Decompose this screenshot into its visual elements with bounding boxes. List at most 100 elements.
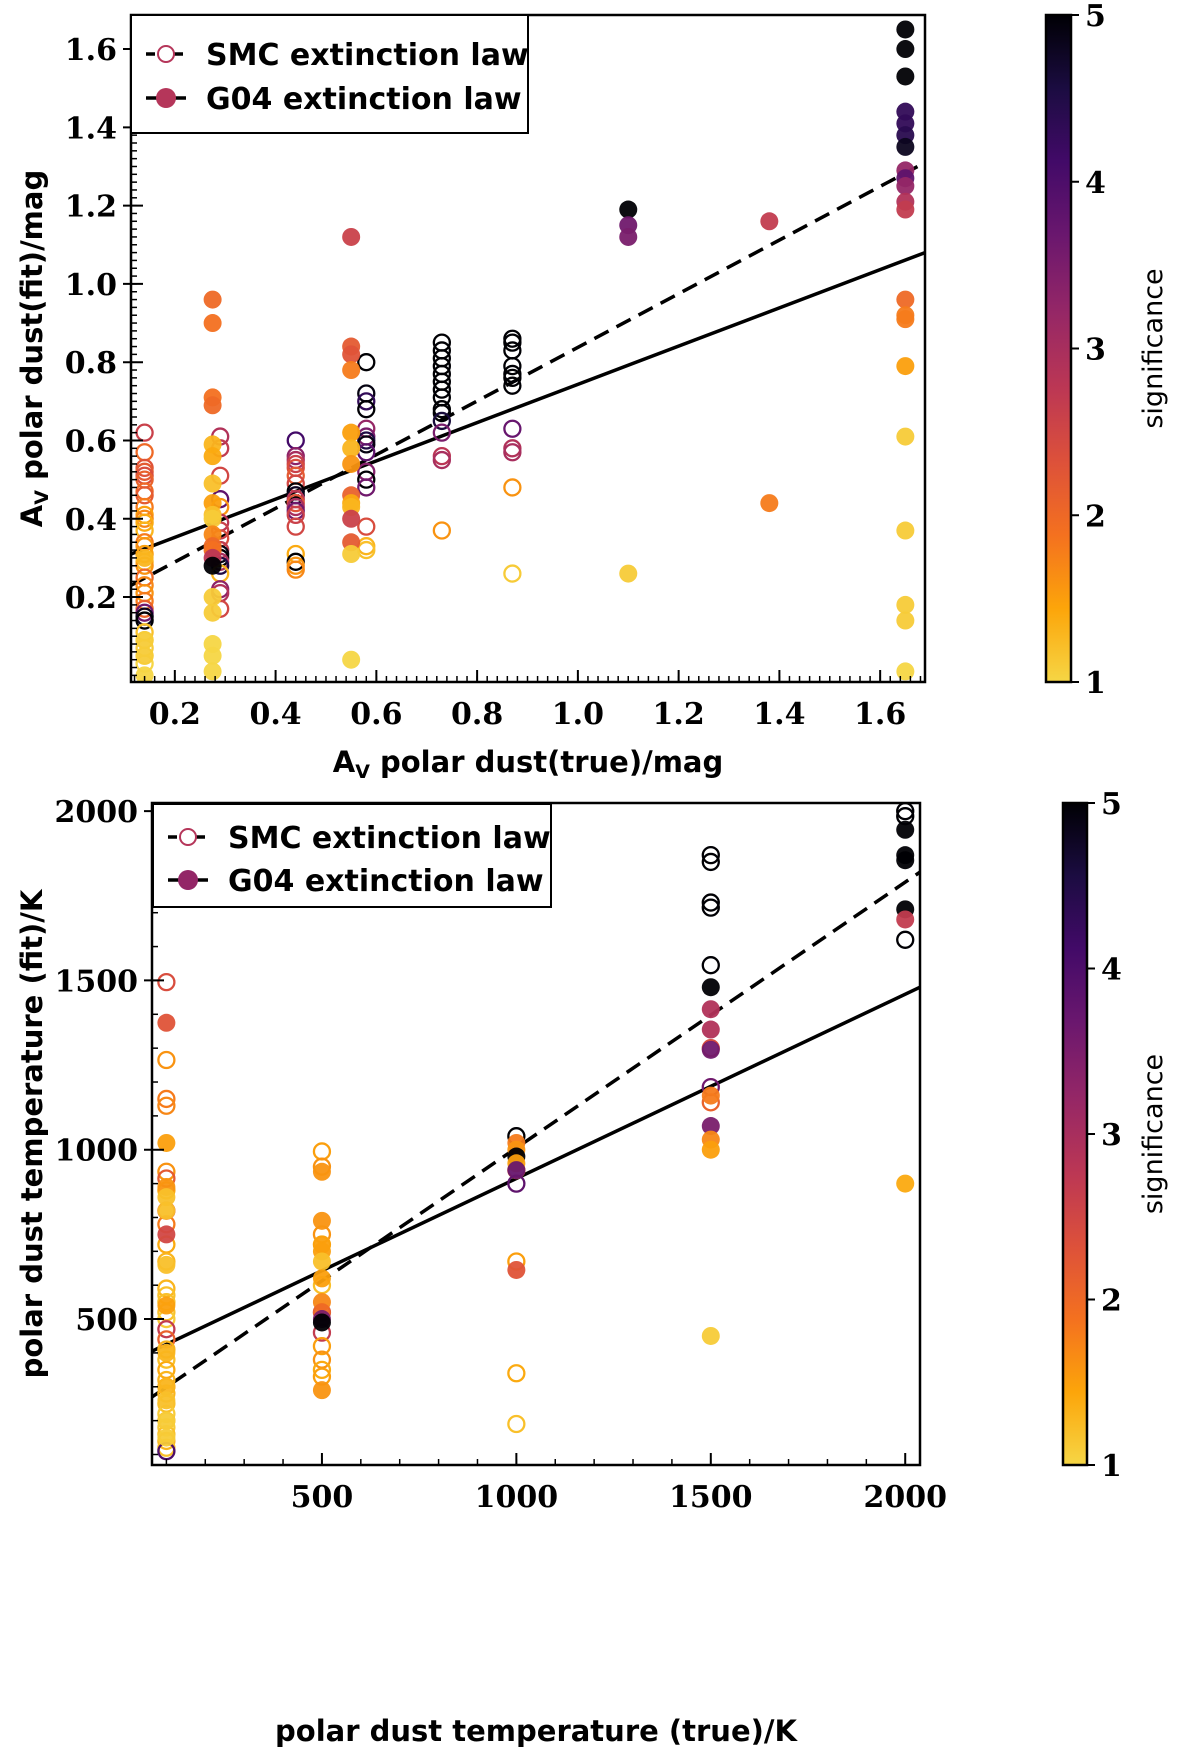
x-tick-label: 1500 bbox=[669, 1480, 753, 1515]
legend-open-circle-icon bbox=[179, 828, 197, 846]
g04-data-point bbox=[342, 345, 361, 364]
g04-data-point bbox=[896, 137, 915, 156]
g04-data-point bbox=[157, 1411, 176, 1430]
g04-data-point bbox=[896, 1174, 915, 1193]
colorbar-tick-label: 4 bbox=[1101, 953, 1122, 988]
smc-data-point bbox=[432, 450, 451, 470]
x-tick-label: 1.6 bbox=[854, 697, 906, 732]
colorbar-tick-label: 4 bbox=[1085, 166, 1106, 201]
g04-data-point bbox=[342, 650, 361, 669]
g04-data-point bbox=[619, 227, 638, 246]
g04-data-point bbox=[896, 200, 915, 219]
smc-data-point bbox=[432, 380, 451, 399]
g04-data-point bbox=[342, 509, 361, 528]
g04-data-point bbox=[896, 67, 915, 86]
smc-data-point bbox=[432, 521, 451, 540]
colorbar-tick-label: 5 bbox=[1101, 787, 1122, 822]
smc-data-point bbox=[286, 505, 305, 525]
smc-data-point bbox=[135, 423, 154, 442]
g04-data-point bbox=[157, 1391, 176, 1410]
g04-data-point bbox=[701, 1000, 720, 1019]
smc-data-point bbox=[357, 517, 376, 536]
smc-data-point bbox=[701, 956, 720, 975]
x-tick-label: 0.2 bbox=[149, 697, 201, 732]
g04-data-point bbox=[312, 1313, 331, 1332]
smc-data-point bbox=[503, 478, 522, 497]
smc-data-point bbox=[701, 845, 720, 865]
smc-data-point bbox=[357, 353, 376, 372]
smc-data-point bbox=[157, 972, 176, 992]
colorbar-gradient bbox=[1044, 13, 1073, 684]
g04-data-point bbox=[896, 290, 915, 309]
smc-data-point bbox=[701, 852, 720, 872]
smc-data-point bbox=[896, 930, 915, 949]
g04-data-point bbox=[760, 212, 779, 231]
smc-data-point bbox=[357, 392, 376, 411]
smc-data-point bbox=[286, 560, 305, 579]
colorbar-gradient bbox=[1061, 801, 1089, 1467]
g04-data-point bbox=[342, 454, 361, 473]
legend: SMC extinction law G04 extinction law bbox=[152, 803, 552, 908]
colorbar-tick-label: 2 bbox=[1085, 499, 1106, 534]
g04-data-point bbox=[157, 1428, 176, 1447]
smc-data-point bbox=[432, 446, 451, 466]
g04-data-point bbox=[896, 820, 915, 839]
g04-data-point bbox=[157, 1343, 176, 1362]
smc-data-point bbox=[701, 893, 720, 912]
g04-data-point bbox=[135, 646, 154, 665]
g04-data-point bbox=[701, 1140, 720, 1159]
g04-data-point bbox=[619, 564, 638, 583]
colorbar-label: significance bbox=[1138, 1054, 1169, 1214]
x-tick-label: 1.4 bbox=[753, 697, 805, 732]
g04-data-point bbox=[312, 1269, 331, 1288]
smc-data-point bbox=[701, 898, 720, 917]
smc-data-point bbox=[357, 478, 376, 497]
y-tick-label: 1.4 bbox=[65, 111, 117, 146]
colorbar-tick-label: 1 bbox=[1085, 666, 1106, 701]
y-tick-label: 1500 bbox=[55, 964, 139, 999]
smc-fit-line bbox=[152, 870, 920, 1399]
g04-data-point bbox=[157, 1377, 176, 1396]
g04-data-point bbox=[135, 666, 154, 682]
x-tick-label: 500 bbox=[291, 1480, 354, 1515]
g04-data-point bbox=[157, 1201, 176, 1220]
colorbar-tick-label: 5 bbox=[1085, 0, 1106, 34]
colorbar: 1 2 3 4 5 significance bbox=[1044, 0, 1169, 701]
smc-data-point bbox=[286, 517, 305, 536]
x-axis-label: polar dust temperature (true)/K bbox=[275, 1714, 798, 1748]
smc-data-point bbox=[357, 400, 376, 419]
smc-data-point bbox=[157, 1320, 176, 1339]
x-axis-label-a: A bbox=[333, 745, 356, 779]
g04-data-point bbox=[896, 851, 915, 870]
g04-data-point bbox=[896, 611, 915, 630]
g04-data-point bbox=[342, 423, 361, 442]
smc-data-point bbox=[135, 443, 154, 462]
g04-data-point bbox=[135, 548, 154, 567]
g04-data-point bbox=[203, 447, 222, 466]
y-tick-label: 0.4 bbox=[65, 503, 117, 538]
g04-data-point bbox=[896, 521, 915, 540]
smc-data-point bbox=[357, 470, 376, 489]
g04-fit-line bbox=[152, 985, 920, 1353]
colorbar-tick-label: 2 bbox=[1101, 1284, 1122, 1319]
smc-fit-line bbox=[131, 161, 925, 587]
g04-data-point bbox=[203, 662, 222, 681]
g04-data-point bbox=[203, 396, 222, 415]
smc-data-point bbox=[503, 443, 522, 462]
y-tick-label: 0.2 bbox=[65, 581, 117, 616]
smc-data-point bbox=[503, 368, 522, 388]
y-tick-label: 0.6 bbox=[65, 424, 117, 459]
g04-data-point bbox=[701, 1326, 720, 1345]
smc-data-point bbox=[432, 423, 451, 442]
g04-data-point bbox=[701, 1040, 720, 1059]
smc-data-point bbox=[503, 439, 522, 458]
colorbar-tick-label: 3 bbox=[1085, 333, 1106, 368]
y-axis-label-rest: polar dust(fit)/mag bbox=[15, 170, 49, 490]
g04-data-point bbox=[701, 1117, 720, 1136]
y-tick-label: 1.0 bbox=[65, 268, 117, 303]
top-panel: 0.2 0.4 0.6 0.8 1.0 1.2 1.4 1.6 0.2 0.4 0.6 0.8 1.0 1… bbox=[15, 0, 1169, 783]
x-axis-label-sub: V bbox=[355, 761, 370, 783]
x-tick-label: 2000 bbox=[863, 1480, 947, 1515]
smc-data-point bbox=[286, 431, 305, 450]
